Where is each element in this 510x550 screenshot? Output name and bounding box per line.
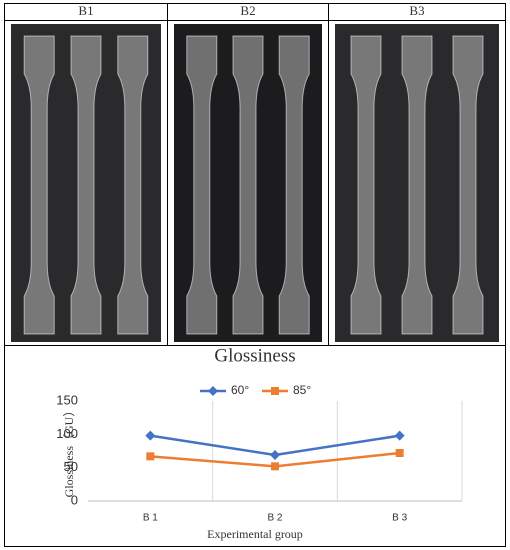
- outer-border: [4, 3, 506, 547]
- y-tick-label: 0: [71, 492, 78, 507]
- y-axis-label: Glossiness（GU）: [62, 405, 76, 498]
- x-tick-label: B 3: [392, 513, 407, 524]
- legend-label: 85°: [293, 383, 311, 397]
- specimen: [232, 35, 264, 335]
- specimen-photo: [11, 24, 161, 342]
- data-point: [146, 452, 155, 461]
- data-point: [270, 450, 280, 460]
- legend-label: 60°: [231, 383, 249, 397]
- specimen: [452, 35, 484, 335]
- x-tick-label: B 1: [143, 513, 158, 524]
- legend-marker: [208, 386, 218, 396]
- y-tick-label: 100: [56, 426, 78, 441]
- data-point: [271, 462, 279, 471]
- panel-label: B3: [409, 3, 424, 18]
- x-tick-label: B 2: [267, 513, 282, 524]
- specimen: [401, 35, 433, 335]
- specimen: [278, 35, 310, 335]
- y-tick-label: 150: [56, 392, 78, 407]
- x-axis-label: Experimental group: [207, 527, 303, 541]
- specimen-photo: [174, 24, 322, 342]
- specimen: [350, 35, 382, 335]
- specimen: [70, 35, 102, 335]
- legend-marker: [271, 387, 279, 395]
- data-point: [394, 430, 405, 441]
- specimen-photo: [335, 24, 499, 342]
- panel-label: B2: [240, 3, 255, 18]
- specimen: [186, 35, 218, 335]
- panel-label: B1: [78, 3, 93, 18]
- chart-title: Glossiness: [214, 345, 295, 366]
- data-point: [145, 430, 156, 441]
- specimen: [117, 35, 149, 335]
- specimen: [23, 35, 55, 335]
- y-tick-label: 50: [64, 459, 78, 474]
- data-point: [395, 449, 404, 457]
